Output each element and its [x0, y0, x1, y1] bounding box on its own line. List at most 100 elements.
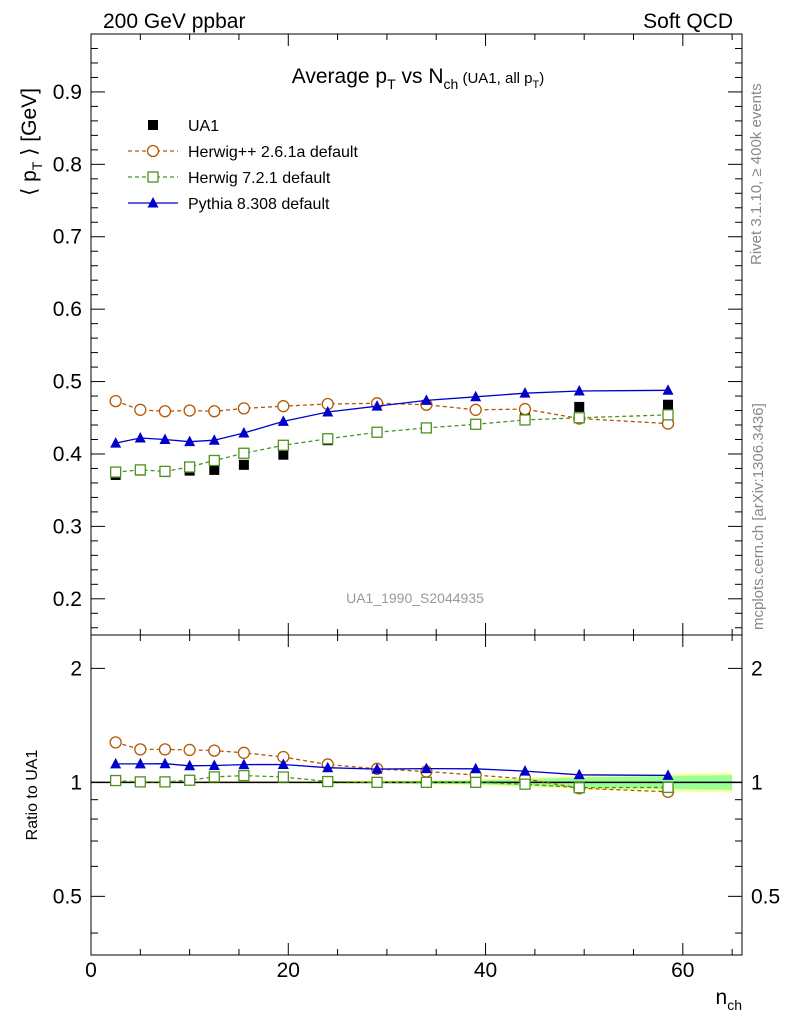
- y-tick-label: 0.3: [53, 515, 82, 538]
- mcplots-label: mcplots.cern.ch [arXiv:1306.3436]: [750, 403, 767, 630]
- title-sub2: ch: [444, 76, 459, 92]
- main-plot: 0.20.30.40.50.60.70.80.9 Average pT vs N…: [18, 33, 743, 636]
- main-herwig7-point: [322, 433, 334, 445]
- main-pythia-point: [322, 405, 334, 417]
- ratio-pythia-point: [371, 763, 383, 774]
- main-pythia-point: [371, 400, 383, 411]
- main-herwigpp-line: [115, 400, 669, 425]
- ratio-pythia-point: [238, 758, 250, 770]
- main-series-herwig7: [110, 409, 674, 478]
- ratio-pythia-point: [134, 757, 146, 769]
- y-label-sub: T: [29, 161, 45, 170]
- ratio-series-herwigpp: [109, 736, 675, 798]
- main-herwigpp-point: [158, 405, 172, 418]
- main-ua1-point: [238, 459, 249, 470]
- main-y-ticks: 0.2 0.3 0.4 0.5 0.6 0.7 0.8 0.9: [53, 33, 742, 629]
- ratio-herwig7-point: [519, 778, 531, 790]
- main-pythia-point: [208, 434, 220, 445]
- ratio-plot: 0.5 0.5 1 1 2 2 0 20 40 60 Ratio to UA1 nch: [24, 634, 780, 1013]
- main-pythia-point: [238, 426, 250, 438]
- main-herwig7-point: [420, 422, 433, 434]
- ratio-y-tick-label-left: 2: [70, 657, 82, 680]
- main-pythia-point: [184, 435, 196, 447]
- ratio-pythia-point: [573, 768, 585, 780]
- main-x-ticks: [90, 34, 733, 635]
- ratio-pythia-point: [470, 762, 482, 774]
- main-series-layer: [109, 384, 675, 480]
- legend-ua1-label: UA1: [188, 118, 219, 135]
- ratio-pythia-point: [277, 758, 289, 769]
- main-herwigpp-point: [277, 400, 290, 413]
- legend-entry-herwigpp: Herwig++ 2.6.1a default: [128, 144, 358, 161]
- main-ua1-point: [574, 401, 585, 412]
- title-sub1: T: [387, 76, 396, 92]
- ratio-herwig7-point: [134, 776, 146, 788]
- legend-herwigpp-label: Herwig++ 2.6.1a default: [188, 144, 358, 161]
- ratio-series-herwig7: [110, 769, 674, 794]
- ratio-herwigpp-point: [208, 744, 221, 757]
- x-tick-label: 40: [474, 959, 497, 982]
- ratio-herwig7-point: [110, 774, 122, 787]
- y-tick-label: 0.7: [53, 226, 82, 249]
- legend-herwig7-label: Herwig 7.2.1 default: [188, 170, 331, 187]
- legend-entry-herwig7: Herwig 7.2.1 default: [128, 170, 331, 187]
- ratio-herwigpp-point: [134, 743, 147, 756]
- ratio-herwigpp-line: [115, 741, 669, 793]
- title-small-sub: T: [533, 79, 540, 91]
- x-tick-label: 60: [671, 959, 694, 982]
- ratio-herwigpp-point: [158, 743, 172, 756]
- main-herwigpp-point: [208, 405, 221, 418]
- rivet-label: Rivet 3.1.10, ≥ 400k events: [748, 83, 765, 265]
- main-series-pythia: [110, 384, 674, 448]
- main-herwig7-point: [662, 409, 674, 421]
- main-ua1-point: [663, 399, 674, 410]
- ratio-herwig7-point: [208, 771, 220, 783]
- ratio-herwig7-point: [183, 774, 196, 786]
- main-herwig7-point: [371, 426, 383, 438]
- ratio-herwigpp-point: [109, 736, 122, 749]
- ratio-series-layer: [109, 736, 675, 798]
- main-herwig7-point: [110, 466, 122, 478]
- main-herwig7-point: [238, 447, 250, 459]
- ratio-y-ticks: 0.5 0.5 1 1 2 2: [53, 657, 780, 934]
- main-herwig7-point: [573, 412, 585, 424]
- y-tick-label: 0.5: [53, 371, 82, 394]
- main-pythia-point: [519, 387, 531, 398]
- ratio-pythia-point: [519, 765, 531, 776]
- ratio-pythia-point: [662, 769, 674, 780]
- ratio-y-tick-label-right: 1: [751, 771, 763, 794]
- ratio-herwigpp-point: [183, 743, 196, 757]
- y-tick-label: 0.4: [53, 443, 83, 466]
- ratio-y-tick-label-left: 1: [70, 771, 82, 794]
- main-herwigpp-point: [518, 402, 532, 416]
- main-pythia-point: [470, 390, 482, 402]
- main-pythia-point: [110, 437, 122, 448]
- main-herwig7-point: [134, 464, 146, 476]
- header-right-label: Soft QCD: [643, 10, 733, 33]
- ratio-herwig7-point: [371, 776, 383, 789]
- main-series-herwigpp: [109, 394, 675, 430]
- main-herwigpp-point: [469, 403, 482, 416]
- y-axis-label: ⟨ pT ⟩ [GeV]: [18, 88, 45, 196]
- title-main: Average p: [292, 65, 387, 88]
- ratio-y-tick-label-right: 0.5: [751, 885, 780, 908]
- x-tick-label: 0: [85, 959, 97, 982]
- ratio-herwig7-point: [470, 776, 482, 789]
- main-pythia-point: [134, 432, 146, 443]
- main-pythia-point: [420, 394, 432, 405]
- main-pythia-point: [277, 415, 289, 426]
- main-ua1-point: [278, 449, 289, 460]
- ratio-pythia-point: [110, 757, 122, 769]
- main-pythia-point: [573, 384, 585, 396]
- ratio-y-axis-label: Ratio to UA1: [24, 750, 41, 841]
- y-tick-label: 0.6: [53, 298, 82, 321]
- y-tick-label: 0.2: [53, 588, 82, 611]
- ratio-herwig7-point: [573, 782, 585, 794]
- ratio-pythia-point: [322, 761, 334, 773]
- legend-pythia-marker: [147, 197, 159, 208]
- ratio-herwig7-line: [115, 774, 669, 789]
- ratio-pythia-point: [159, 757, 171, 769]
- main-herwigpp-point: [183, 404, 196, 417]
- plot-title: Average pT vs Nch (UA1, all pT): [292, 65, 545, 92]
